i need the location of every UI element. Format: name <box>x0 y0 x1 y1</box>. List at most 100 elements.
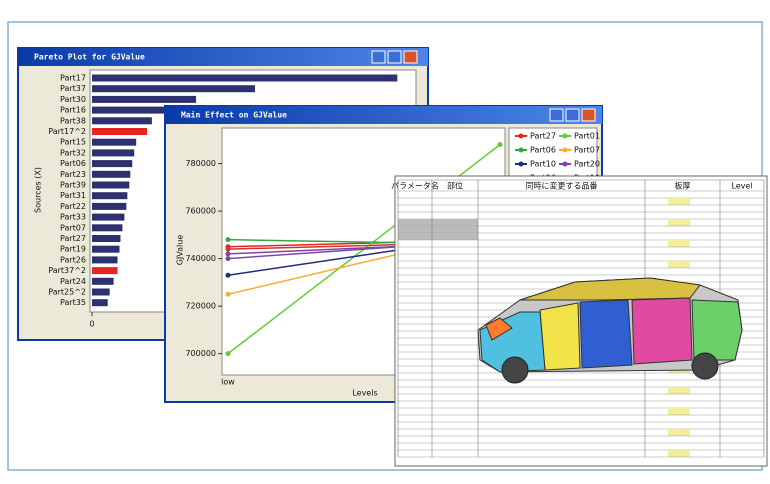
y-axis-label: Sources (X) <box>34 167 43 213</box>
bar <box>92 106 167 114</box>
highlight-cell <box>668 240 690 247</box>
bar <box>92 160 133 168</box>
category-label: Part16 <box>60 106 86 115</box>
category-label: Part07 <box>60 223 86 232</box>
category-label: Part31 <box>60 191 86 200</box>
point <box>225 291 231 297</box>
category-label: Part17 <box>60 74 86 83</box>
category-label: Part37^2 <box>48 266 86 275</box>
x-tick-label: low <box>221 378 235 387</box>
y-tick-label: 720000 <box>185 302 216 311</box>
highlight-cell <box>668 387 690 394</box>
category-label: Part38 <box>60 116 86 125</box>
bar <box>92 256 118 264</box>
bar <box>92 213 125 221</box>
row-shade <box>398 219 478 226</box>
bar <box>92 192 128 200</box>
row-shade <box>398 233 478 240</box>
minimize-button[interactable] <box>371 50 386 64</box>
category-label: Part32 <box>60 148 86 157</box>
legend-marker <box>518 161 524 167</box>
car-image <box>477 277 743 384</box>
category-label: Part27 <box>60 234 86 243</box>
bar <box>92 74 398 82</box>
table-header: Level <box>731 182 752 191</box>
x-axis-label: Levels <box>352 389 377 398</box>
category-label: Part26 <box>60 255 86 264</box>
highlight-cell <box>668 408 690 415</box>
legend-label: Part07 <box>574 146 600 155</box>
window-title: Main Effect on GJValue <box>181 110 287 120</box>
title-bar <box>18 48 428 66</box>
car-roof <box>519 277 701 301</box>
car-door <box>579 299 633 369</box>
category-label: Part06 <box>60 159 86 168</box>
highlight-cell <box>668 450 690 457</box>
category-label: Part24 <box>60 277 86 286</box>
bar <box>92 117 152 125</box>
car-door <box>539 302 581 371</box>
category-label: Part25^2 <box>48 288 86 297</box>
highlight-cell <box>668 261 690 268</box>
close-button[interactable] <box>403 50 418 64</box>
wheel <box>691 352 719 380</box>
bar <box>92 128 147 135</box>
table-header: 部位 <box>447 181 463 191</box>
window-title: Pareto Plot for GJValue <box>34 53 145 62</box>
category-label: Part15 <box>60 138 86 147</box>
point <box>225 246 231 252</box>
title-bar <box>165 106 602 124</box>
minimize-button[interactable] <box>549 108 564 122</box>
category-label: Part22 <box>60 202 86 211</box>
point <box>225 351 231 357</box>
y-tick-label: 740000 <box>185 254 216 263</box>
table-header: 板厚 <box>675 181 691 191</box>
row-shade <box>398 226 478 233</box>
legend-marker <box>562 161 568 167</box>
legend-marker <box>562 133 568 139</box>
table-window: パラメータ名 部位 同時に変更する品番 板厚 Level <box>391 175 768 467</box>
category-label: Part33 <box>60 213 86 222</box>
table-header: 同時に変更する品番 <box>526 181 598 191</box>
maximize-button[interactable] <box>387 50 402 64</box>
bar <box>92 138 137 146</box>
bar <box>92 202 127 210</box>
bar <box>92 170 131 178</box>
point <box>225 256 231 262</box>
category-label: Part37 <box>60 84 86 93</box>
legend-marker <box>518 133 524 139</box>
close-button[interactable] <box>581 108 596 122</box>
point <box>225 251 231 257</box>
y-tick-label: 760000 <box>185 207 216 216</box>
bar <box>92 267 118 275</box>
legend-label: Part06 <box>530 146 556 155</box>
bar <box>92 288 110 296</box>
highlight-cell <box>668 198 690 205</box>
bar <box>92 245 120 253</box>
category-label: Part23 <box>60 170 86 179</box>
category-label: Part35 <box>60 298 86 307</box>
y-tick-label: 700000 <box>185 349 216 358</box>
bar <box>92 235 121 242</box>
point <box>225 272 231 278</box>
legend-marker <box>518 147 524 153</box>
legend-label: Part10 <box>530 160 556 169</box>
legend-label: Part20 <box>574 160 600 169</box>
legend-marker <box>562 147 568 153</box>
bar <box>92 149 135 157</box>
car-rear <box>691 299 743 361</box>
highlight-cell <box>668 219 690 226</box>
category-label: Part17^2 <box>48 127 86 136</box>
bar <box>92 181 130 189</box>
y-axis-label: GJValue <box>176 235 185 266</box>
bar <box>92 224 123 232</box>
legend-label: Part27 <box>530 132 556 141</box>
bar <box>92 85 255 93</box>
bar <box>92 95 197 103</box>
maximize-button[interactable] <box>565 108 580 122</box>
wheel <box>501 356 529 384</box>
category-label: Part19 <box>60 245 86 254</box>
x-tick-label: 0 <box>89 320 94 329</box>
highlight-cell <box>668 429 690 436</box>
